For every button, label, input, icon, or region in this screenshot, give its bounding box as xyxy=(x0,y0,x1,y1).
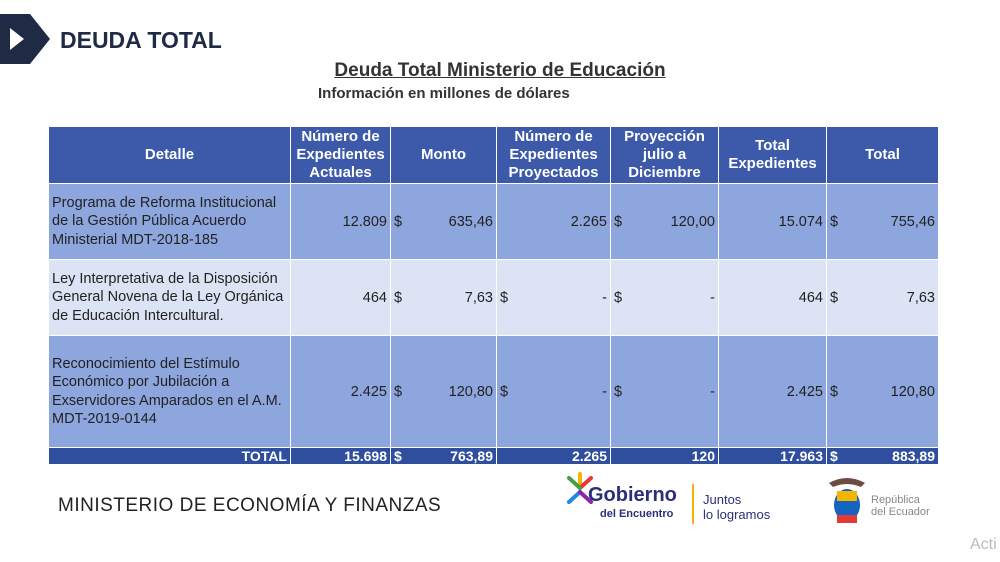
column-header: Monto xyxy=(390,126,497,184)
table-row: Ley Interpretativa de la Disposición Gen… xyxy=(48,259,939,336)
number-cell: 15.698 xyxy=(290,447,391,465)
table-row: Programa de Reforma Institucional de la … xyxy=(48,183,939,260)
logo-sub: del Encuentro xyxy=(600,508,674,520)
currency: $ xyxy=(830,448,838,464)
coat-of-arms xyxy=(829,478,865,523)
header-arrow xyxy=(0,14,50,64)
money-cell: $120,80 xyxy=(390,335,497,448)
number-cell: 2.265 xyxy=(496,183,611,260)
number-cell: 2.265 xyxy=(496,447,611,465)
money-cell: $ - xyxy=(496,259,611,336)
number-cell: 2.425 xyxy=(290,335,391,448)
amount: 120,80 xyxy=(448,383,493,400)
currency: $ xyxy=(830,289,839,306)
detail-cell: Programa de Reforma Institucional de la … xyxy=(48,183,291,260)
table-row: Reconocimiento del Estímulo Económico po… xyxy=(48,335,939,448)
amount: - xyxy=(710,289,715,306)
money-cell: $120,00 xyxy=(610,183,719,260)
table-title: Deuda Total Ministerio de Educación xyxy=(334,60,666,81)
total-row: TOTAL 15.698 $763,89 2.265 120 17.963 $883,89 xyxy=(48,447,939,465)
ministry-name: MINISTERIO DE ECONOMÍA Y FINANZAS xyxy=(58,495,442,516)
watermark: Acti xyxy=(970,536,997,553)
currency: $ xyxy=(500,289,509,306)
money: $7,63 xyxy=(394,290,493,306)
currency: $ xyxy=(500,383,509,400)
number-cell: 120 xyxy=(610,447,719,465)
column-header: Proyección julio a Diciembre xyxy=(610,126,719,184)
money: $635,46 xyxy=(394,214,493,230)
detail-cell: Ley Interpretativa de la Disposición Gen… xyxy=(48,259,291,336)
currency: $ xyxy=(394,213,403,230)
money: $7,63 xyxy=(830,290,935,306)
amount: - xyxy=(710,383,715,400)
money: $ - xyxy=(500,290,607,306)
table-subtitle: Información en millones de dólares xyxy=(318,85,570,102)
currency: $ xyxy=(614,213,623,230)
currency: $ xyxy=(614,383,623,400)
amount: 7,63 xyxy=(464,289,493,306)
number-cell: 17.963 xyxy=(718,447,827,465)
column-header: Número de Expedientes Actuales xyxy=(290,126,391,184)
column-header: Detalle xyxy=(48,126,291,184)
money: $120,80 xyxy=(394,384,493,400)
logo-main: Gobierno xyxy=(588,484,677,506)
amount: - xyxy=(602,383,607,400)
header-row: Detalle Número de Expedientes Actuales Mon… xyxy=(48,126,939,184)
number-cell: 464 xyxy=(718,259,827,336)
money-cell: $883,89 xyxy=(826,447,939,465)
slogan-line: Juntos xyxy=(703,492,742,507)
detail-cell: Reconocimiento del Estímulo Económico po… xyxy=(48,335,291,448)
amount: 883,89 xyxy=(892,448,935,464)
slogan: Juntos lo logramos xyxy=(703,492,770,522)
currency: $ xyxy=(394,448,402,464)
column-header: Total xyxy=(826,126,939,184)
money-cell: $ - xyxy=(610,335,719,448)
column-header: Total Expedientes xyxy=(718,126,827,184)
money-cell: $763,89 xyxy=(390,447,497,465)
number-cell: 15.074 xyxy=(718,183,827,260)
amount: - xyxy=(602,289,607,306)
amount: 7,63 xyxy=(906,289,935,306)
money: $ - xyxy=(500,384,607,400)
money: $ - xyxy=(614,290,715,306)
number-cell: 12.809 xyxy=(290,183,391,260)
money-cell: $ - xyxy=(610,259,719,336)
money: $755,46 xyxy=(830,214,935,230)
money: $763,89 xyxy=(394,448,493,464)
money: $ - xyxy=(614,384,715,400)
logo-icon xyxy=(567,472,593,504)
money: $120,80 xyxy=(830,384,935,400)
money-cell: $755,46 xyxy=(826,183,939,260)
number-cell: 464 xyxy=(290,259,391,336)
money-cell: $7,63 xyxy=(826,259,939,336)
amount: 763,89 xyxy=(450,448,493,464)
number-cell: 2.425 xyxy=(718,335,827,448)
money: $883,89 xyxy=(830,448,935,464)
currency: $ xyxy=(614,289,623,306)
republic-line: del Ecuador xyxy=(871,506,930,518)
header-title: DEUDA TOTAL xyxy=(60,27,222,53)
money-cell: $120,80 xyxy=(826,335,939,448)
currency: $ xyxy=(830,213,839,230)
money: $120,00 xyxy=(614,214,715,230)
republic: República del Ecuador xyxy=(871,494,930,518)
money-cell: $7,63 xyxy=(390,259,497,336)
debt-table: Detalle Número de Expedientes Actuales Mon… xyxy=(48,126,939,465)
slogan-line: lo logramos xyxy=(703,507,771,522)
number-cell: TOTAL xyxy=(48,447,291,465)
amount: 755,46 xyxy=(890,213,935,230)
divider xyxy=(692,484,694,524)
currency: $ xyxy=(394,289,403,306)
money-cell: $ - xyxy=(496,335,611,448)
amount: 120,00 xyxy=(670,213,715,230)
republic-line: República xyxy=(871,494,920,506)
amount: 120,80 xyxy=(890,383,935,400)
amount: 635,46 xyxy=(448,213,493,230)
column-header: Número de Expedientes Proyectados xyxy=(496,126,611,184)
currency: $ xyxy=(830,383,839,400)
currency: $ xyxy=(394,383,403,400)
money-cell: $635,46 xyxy=(390,183,497,260)
